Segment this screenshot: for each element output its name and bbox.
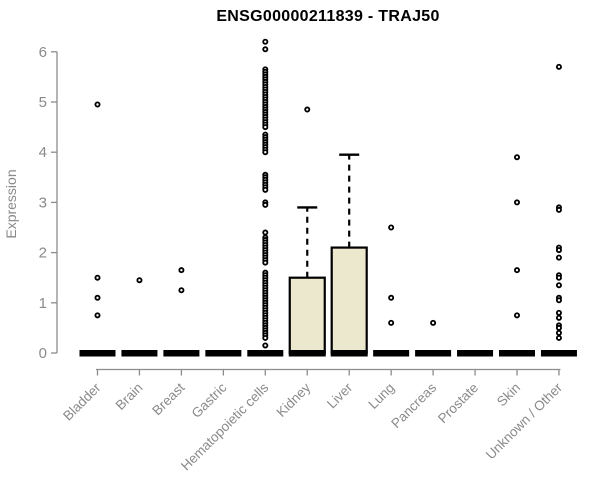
data-point bbox=[555, 63, 562, 70]
boxplot-collapsed-box bbox=[373, 350, 410, 357]
data-point bbox=[94, 101, 101, 108]
chart-title: ENSG00000211839 - TRAJ50 bbox=[216, 8, 440, 25]
data-point bbox=[262, 229, 269, 236]
y-tick-label: 6 bbox=[39, 44, 47, 61]
data-point bbox=[262, 334, 269, 341]
data-point bbox=[555, 329, 562, 336]
x-tick-label: Pancreas bbox=[388, 380, 439, 431]
boxplot-collapsed-box bbox=[79, 350, 116, 357]
boxplot-collapsed-box bbox=[499, 350, 535, 357]
data-point bbox=[94, 294, 101, 301]
boxplot-median-line bbox=[330, 350, 368, 357]
data-point bbox=[262, 201, 269, 208]
boxplot-collapsed-box bbox=[121, 350, 158, 357]
data-point bbox=[555, 334, 562, 341]
data-point bbox=[514, 199, 521, 206]
data-point bbox=[262, 124, 269, 131]
data-point bbox=[262, 38, 269, 45]
data-point bbox=[555, 314, 562, 321]
data-point bbox=[304, 106, 311, 113]
y-tick-label: 1 bbox=[39, 295, 47, 312]
boxplot-collapsed-box bbox=[540, 350, 577, 357]
boxplot-collapsed-box bbox=[205, 350, 242, 357]
y-tick-label: 5 bbox=[39, 94, 47, 111]
data-point bbox=[388, 224, 395, 231]
boxplot-box bbox=[330, 246, 368, 355]
data-point bbox=[430, 319, 437, 326]
x-tick-label: Bladder bbox=[60, 380, 104, 424]
boxplot-collapsed-box bbox=[163, 350, 200, 357]
x-tick-label: Kidney bbox=[274, 380, 314, 420]
y-tick-label: 3 bbox=[39, 194, 47, 211]
boxplot-collapsed-box bbox=[247, 350, 284, 357]
data-point bbox=[136, 277, 143, 284]
data-point bbox=[262, 186, 269, 193]
data-point bbox=[555, 274, 562, 281]
data-point bbox=[388, 294, 395, 301]
y-tick-label: 0 bbox=[39, 345, 47, 362]
data-point bbox=[262, 46, 269, 53]
data-point bbox=[94, 274, 101, 281]
data-point bbox=[514, 312, 521, 319]
y-tick-label: 2 bbox=[39, 245, 47, 262]
x-tick-label: Prostate bbox=[435, 380, 481, 426]
boxplot-median-line bbox=[288, 350, 326, 357]
boxplot-box bbox=[288, 276, 326, 355]
boxplot-collapsed-box bbox=[457, 350, 494, 357]
data-point bbox=[262, 259, 269, 266]
data-point bbox=[555, 206, 562, 213]
data-point bbox=[94, 312, 101, 319]
x-tick-label: Unknown / Other bbox=[483, 380, 566, 463]
data-point bbox=[262, 149, 269, 156]
data-point bbox=[555, 247, 562, 254]
x-tick-label: Lung bbox=[365, 380, 397, 412]
x-tick-label: Gastric bbox=[189, 380, 230, 421]
data-point bbox=[555, 254, 562, 261]
data-point bbox=[555, 282, 562, 289]
x-tick-label: Breast bbox=[149, 380, 187, 418]
data-point bbox=[178, 287, 185, 294]
data-point bbox=[388, 319, 395, 326]
data-point bbox=[514, 154, 521, 161]
x-tick-label: Skin bbox=[494, 380, 523, 409]
y-tick-label: 4 bbox=[39, 144, 47, 161]
data-point bbox=[262, 342, 269, 349]
x-tick-label: Brain bbox=[113, 380, 146, 413]
x-tick-label: Liver bbox=[324, 380, 356, 412]
data-point bbox=[178, 267, 185, 274]
data-point bbox=[555, 297, 562, 304]
data-point bbox=[555, 309, 562, 316]
boxplot-collapsed-box bbox=[415, 350, 452, 357]
data-point bbox=[555, 324, 562, 331]
data-point bbox=[514, 267, 521, 274]
